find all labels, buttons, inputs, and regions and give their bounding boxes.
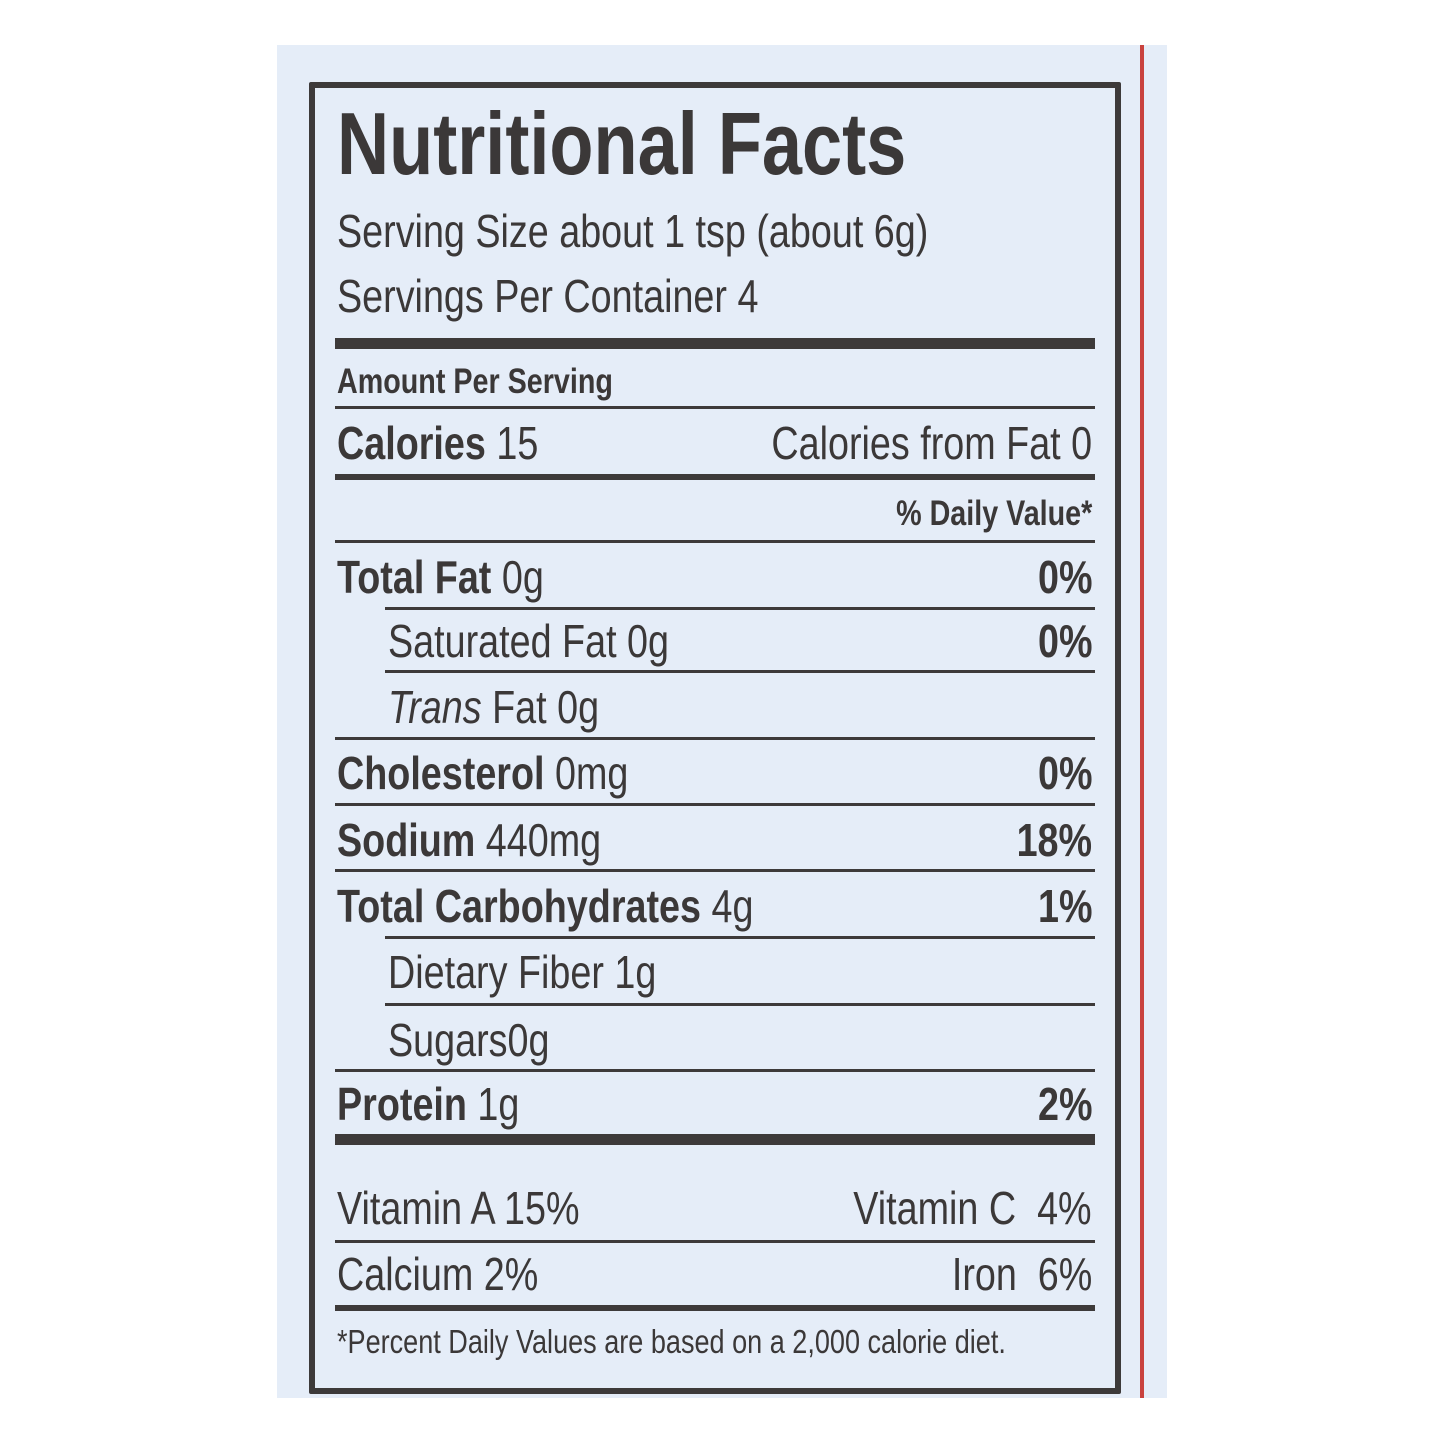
- divider: [335, 1134, 1095, 1145]
- nutrient-row-dietary-fiber: Dietary Fiber 1g: [388, 949, 656, 995]
- nutrient-name: Total Fat: [337, 551, 492, 603]
- divider: [335, 803, 1095, 806]
- calories-label: Calories: [337, 417, 486, 469]
- nutrient-name: Protein: [337, 1078, 467, 1130]
- nutrient-amount: 0g: [557, 681, 600, 733]
- nutrient-amount: 0g: [507, 1014, 550, 1066]
- daily-value-header: % Daily Value*: [895, 494, 1092, 533]
- nutrient-dv: 1%: [1037, 880, 1092, 932]
- nutrient-dv: 18%: [1016, 814, 1092, 866]
- package-background: [277, 45, 1167, 1398]
- nutrient-name: Sugars: [388, 1014, 508, 1066]
- nutrient-dv: 0%: [1037, 747, 1092, 799]
- nutrient-name: Sodium: [337, 814, 476, 866]
- nutrient-name: Saturated Fat: [388, 615, 617, 667]
- divider: [385, 1003, 1095, 1006]
- nutrient-name-rest: Fat: [492, 681, 547, 733]
- nutrient-amount: 4g: [711, 880, 754, 932]
- iron: Iron 6%: [951, 1248, 1092, 1300]
- nutrient-row-trans-fat: Trans Fat 0g: [388, 684, 599, 730]
- nutrient-name: Cholesterol: [337, 747, 545, 799]
- divider: [335, 474, 1095, 480]
- nutrient-name: Total Carbohydrates: [337, 880, 702, 932]
- nutrient-name: Trans: [388, 681, 482, 733]
- divider: [335, 540, 1095, 543]
- vitamin-c: Vitamin C 4%: [853, 1182, 1092, 1234]
- calories-from-fat: Calories from Fat 0: [771, 417, 1092, 469]
- divider: [385, 607, 1095, 610]
- nutrition-facts-box: [309, 82, 1121, 1394]
- divider: [335, 1305, 1095, 1311]
- nutrient-amount: 0mg: [554, 747, 629, 799]
- nutrient-row-protein: Protein 1g: [337, 1081, 519, 1127]
- divider: [385, 670, 1095, 673]
- nutrient-dv: 2%: [1037, 1078, 1092, 1130]
- nutrient-row-sugars: Sugars0g: [388, 1017, 549, 1063]
- nutrient-dv: 0%: [1037, 615, 1092, 667]
- package-red-stripe: [1140, 45, 1144, 1398]
- nutrient-amount: 1g: [614, 946, 657, 998]
- divider: [335, 869, 1095, 872]
- divider: [335, 737, 1095, 740]
- serving-size: Serving Size about 1 tsp (about 6g): [337, 205, 929, 257]
- divider: [335, 406, 1095, 409]
- calories-value: 15: [496, 417, 539, 469]
- nutrient-row-saturated-fat: Saturated Fat 0g: [388, 618, 669, 664]
- divider: [335, 338, 1095, 349]
- nutrient-row-total-carbohydrates: Total Carbohydrates 4g: [337, 883, 753, 929]
- divider: [385, 936, 1095, 939]
- nutrient-row-sodium: Sodium 440mg: [337, 817, 601, 863]
- amount-per-serving: Amount Per Serving: [337, 362, 613, 401]
- nutrient-amount: 440mg: [485, 814, 602, 866]
- servings-per-container: Servings Per Container 4: [337, 270, 759, 322]
- footnote: *Percent Daily Values are based on a 2,0…: [337, 1323, 1006, 1360]
- calories-row: Calories 15: [337, 420, 538, 466]
- divider: [335, 1240, 1095, 1243]
- nutrient-dv: 0%: [1037, 551, 1092, 603]
- calcium: Calcium 2%: [337, 1248, 539, 1300]
- nutrient-row-cholesterol: Cholesterol 0mg: [337, 750, 628, 796]
- label-title: Nutritional Facts: [337, 94, 907, 193]
- nutrient-row-total-fat: Total Fat 0g: [337, 554, 544, 600]
- divider: [335, 1069, 1095, 1072]
- nutrient-amount: 0g: [627, 615, 669, 667]
- nutrient-name: Dietary Fiber: [388, 946, 604, 998]
- nutrient-amount: 1g: [477, 1078, 520, 1130]
- vitamin-a: Vitamin A 15%: [337, 1182, 580, 1234]
- nutrient-amount: 0g: [501, 551, 544, 603]
